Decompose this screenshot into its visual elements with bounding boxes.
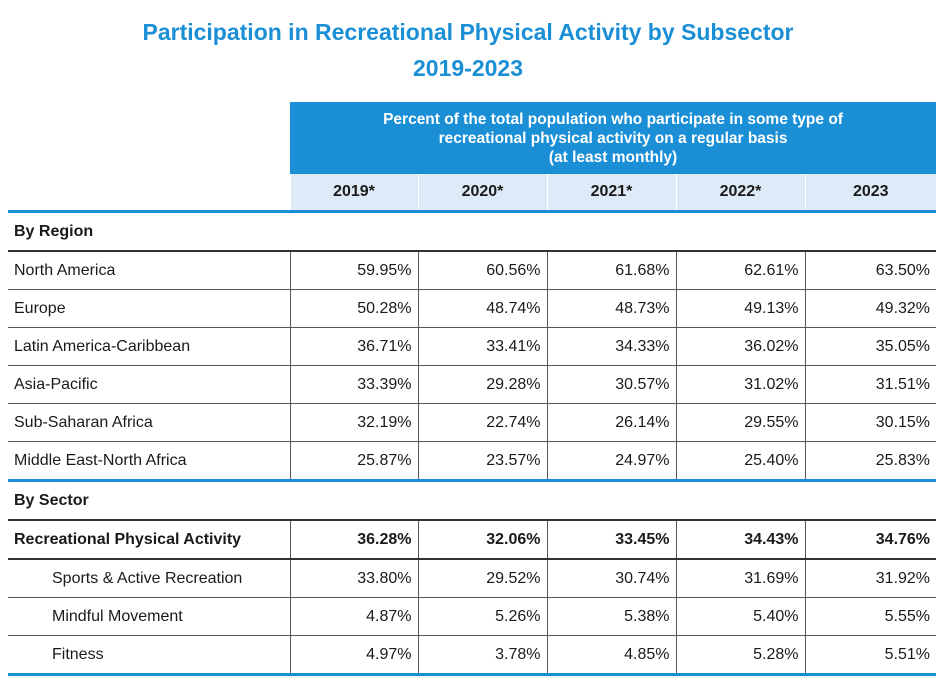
row-label: Recreational Physical Activity xyxy=(8,520,290,560)
table-row: Sports & Active Recreation 33.80% 29.52%… xyxy=(8,559,936,598)
year-header: 2019* xyxy=(289,174,418,213)
year-header-row: 2019* 2020* 2021* 2022* 2023 xyxy=(8,174,936,213)
table-cell: 34.76% xyxy=(804,520,936,560)
row-label: Europe xyxy=(8,289,290,328)
table-cell: 5.51% xyxy=(804,635,936,676)
row-label: Fitness xyxy=(8,635,290,676)
table-cell: 29.55% xyxy=(675,403,805,442)
year-header: 2022* xyxy=(675,174,805,213)
table-cell: 3.78% xyxy=(417,635,547,676)
page-title: Participation in Recreational Physical A… xyxy=(142,19,794,45)
table-cell: 30.57% xyxy=(546,365,676,404)
row-label: Latin America-Caribbean xyxy=(8,327,290,366)
banner-row: Percent of the total population who part… xyxy=(8,102,936,174)
table-cell: 62.61% xyxy=(675,251,805,290)
table-cell: 48.74% xyxy=(417,289,547,328)
page-subtitle-years: 2019-2023 xyxy=(413,55,523,81)
table-row: Europe 50.28% 48.74% 48.73% 49.13% 49.32… xyxy=(8,289,936,328)
table-cell: 5.38% xyxy=(546,597,676,636)
table-cell: 5.55% xyxy=(804,597,936,636)
year-header: 2021* xyxy=(546,174,676,213)
year-header: 2023 xyxy=(804,174,936,213)
table-cell: 31.92% xyxy=(804,559,936,598)
section-label: By Sector xyxy=(8,480,936,521)
table-cell: 29.28% xyxy=(417,365,547,404)
table-cell: 23.57% xyxy=(417,441,547,482)
table-cell: 36.28% xyxy=(289,520,418,560)
table-cell: 32.19% xyxy=(289,403,418,442)
table-row: Sub-Saharan Africa 32.19% 22.74% 26.14% … xyxy=(8,403,936,442)
table-cell: 48.73% xyxy=(546,289,676,328)
table-cell: 5.28% xyxy=(675,635,805,676)
table-cell: 24.97% xyxy=(546,441,676,482)
table-cell: 33.80% xyxy=(289,559,418,598)
table-row: Fitness 4.97% 3.78% 4.85% 5.28% 5.51% xyxy=(8,635,936,676)
table-row: Middle East-North Africa 25.87% 23.57% 2… xyxy=(8,441,936,482)
table-row: North America 59.95% 60.56% 61.68% 62.61… xyxy=(8,251,936,290)
table-cell: 34.33% xyxy=(546,327,676,366)
table-cell: 63.50% xyxy=(804,251,936,290)
table-cell: 60.56% xyxy=(417,251,547,290)
table-cell: 36.02% xyxy=(675,327,805,366)
table-cell: 59.95% xyxy=(289,251,418,290)
table-cell: 49.32% xyxy=(804,289,936,328)
table-cell: 49.13% xyxy=(675,289,805,328)
table-cell: 33.41% xyxy=(417,327,547,366)
table-cell: 4.87% xyxy=(289,597,418,636)
column-group-header: Percent of the total population who part… xyxy=(290,102,936,174)
section-label: By Region xyxy=(8,211,936,252)
table-cell: 4.85% xyxy=(546,635,676,676)
table-cell: 26.14% xyxy=(546,403,676,442)
table-cell: 22.74% xyxy=(417,403,547,442)
table-cell: 61.68% xyxy=(546,251,676,290)
section-header-region: By Region xyxy=(8,211,936,252)
row-label: Asia-Pacific xyxy=(8,365,290,404)
row-label: Mindful Movement xyxy=(8,597,290,636)
table-row-total: Recreational Physical Activity 36.28% 32… xyxy=(8,520,936,560)
table-row: Mindful Movement 4.87% 5.26% 5.38% 5.40%… xyxy=(8,597,936,636)
table-cell: 50.28% xyxy=(289,289,418,328)
table-cell: 33.39% xyxy=(289,365,418,404)
table-cell: 30.15% xyxy=(804,403,936,442)
table-row: Asia-Pacific 33.39% 29.28% 30.57% 31.02%… xyxy=(8,365,936,404)
banner-blank-cell xyxy=(8,102,290,174)
participation-table: Percent of the total population who part… xyxy=(8,102,936,676)
table-cell: 32.06% xyxy=(417,520,547,560)
table-cell: 25.87% xyxy=(289,441,418,482)
table-cell: 4.97% xyxy=(289,635,418,676)
row-label: Middle East-North Africa xyxy=(8,441,290,482)
year-header: 2020* xyxy=(417,174,547,213)
table-cell: 30.74% xyxy=(546,559,676,598)
table-cell: 25.83% xyxy=(804,441,936,482)
row-label: Sports & Active Recreation xyxy=(8,559,290,598)
table-cell: 34.43% xyxy=(675,520,805,560)
table-cell: 33.45% xyxy=(546,520,676,560)
table-cell: 29.52% xyxy=(417,559,547,598)
banner-line: recreational physical activity on a regu… xyxy=(438,129,788,147)
table-cell: 25.40% xyxy=(675,441,805,482)
section-header-sector: By Sector xyxy=(8,480,936,521)
table-row: Latin America-Caribbean 36.71% 33.41% 34… xyxy=(8,327,936,366)
table-cell: 36.71% xyxy=(289,327,418,366)
banner-line: Percent of the total population who part… xyxy=(383,110,843,128)
row-label: North America xyxy=(8,251,290,290)
table-cell: 31.02% xyxy=(675,365,805,404)
table-cell: 5.26% xyxy=(417,597,547,636)
table-cell: 31.69% xyxy=(675,559,805,598)
table-cell: 31.51% xyxy=(804,365,936,404)
year-header-blank xyxy=(8,174,290,213)
banner-line: (at least monthly) xyxy=(548,148,678,166)
row-label: Sub-Saharan Africa xyxy=(8,403,290,442)
table-cell: 5.40% xyxy=(675,597,805,636)
table-cell: 35.05% xyxy=(804,327,936,366)
